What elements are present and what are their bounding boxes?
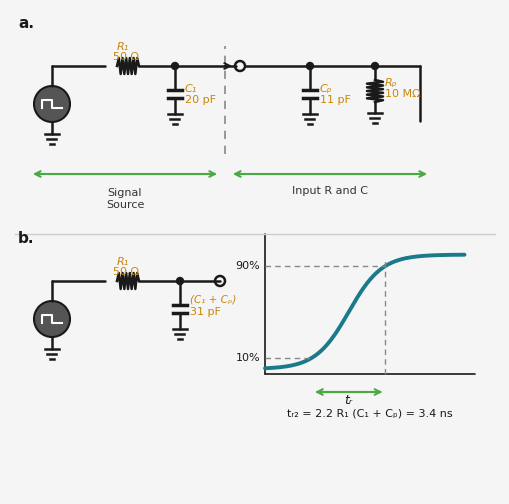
Circle shape: [34, 86, 70, 122]
Circle shape: [215, 276, 224, 286]
Circle shape: [176, 278, 183, 284]
Text: 50 Ω: 50 Ω: [113, 267, 139, 277]
Text: 90%: 90%: [235, 261, 260, 271]
Text: 50 Ω: 50 Ω: [113, 52, 139, 62]
Text: 10%: 10%: [235, 353, 260, 362]
Text: tᵣ: tᵣ: [344, 394, 352, 407]
Text: C₁: C₁: [185, 84, 197, 94]
Text: tᵣ₂ = 2.2 R₁ (C₁ + Cₚ) = 3.4 ns: tᵣ₂ = 2.2 R₁ (C₁ + Cₚ) = 3.4 ns: [287, 409, 452, 419]
Text: Input R and C: Input R and C: [292, 186, 367, 196]
Text: a.: a.: [18, 16, 34, 31]
Circle shape: [171, 62, 178, 70]
Circle shape: [371, 62, 378, 70]
Text: 20 pF: 20 pF: [185, 95, 216, 105]
Text: (C₁ + Cₚ): (C₁ + Cₚ): [190, 295, 236, 305]
Text: Cₚ: Cₚ: [319, 84, 332, 94]
Text: R₁: R₁: [117, 42, 129, 52]
Text: Signal
Source: Signal Source: [105, 188, 144, 210]
Text: R₁: R₁: [117, 257, 129, 267]
Circle shape: [306, 62, 313, 70]
Text: 31 pF: 31 pF: [190, 307, 220, 317]
Circle shape: [34, 301, 70, 337]
Text: 11 pF: 11 pF: [319, 95, 350, 105]
Text: Rₚ: Rₚ: [384, 78, 397, 88]
Text: b.: b.: [18, 231, 35, 246]
Circle shape: [235, 61, 244, 71]
Text: 10 MΩ: 10 MΩ: [384, 89, 420, 99]
